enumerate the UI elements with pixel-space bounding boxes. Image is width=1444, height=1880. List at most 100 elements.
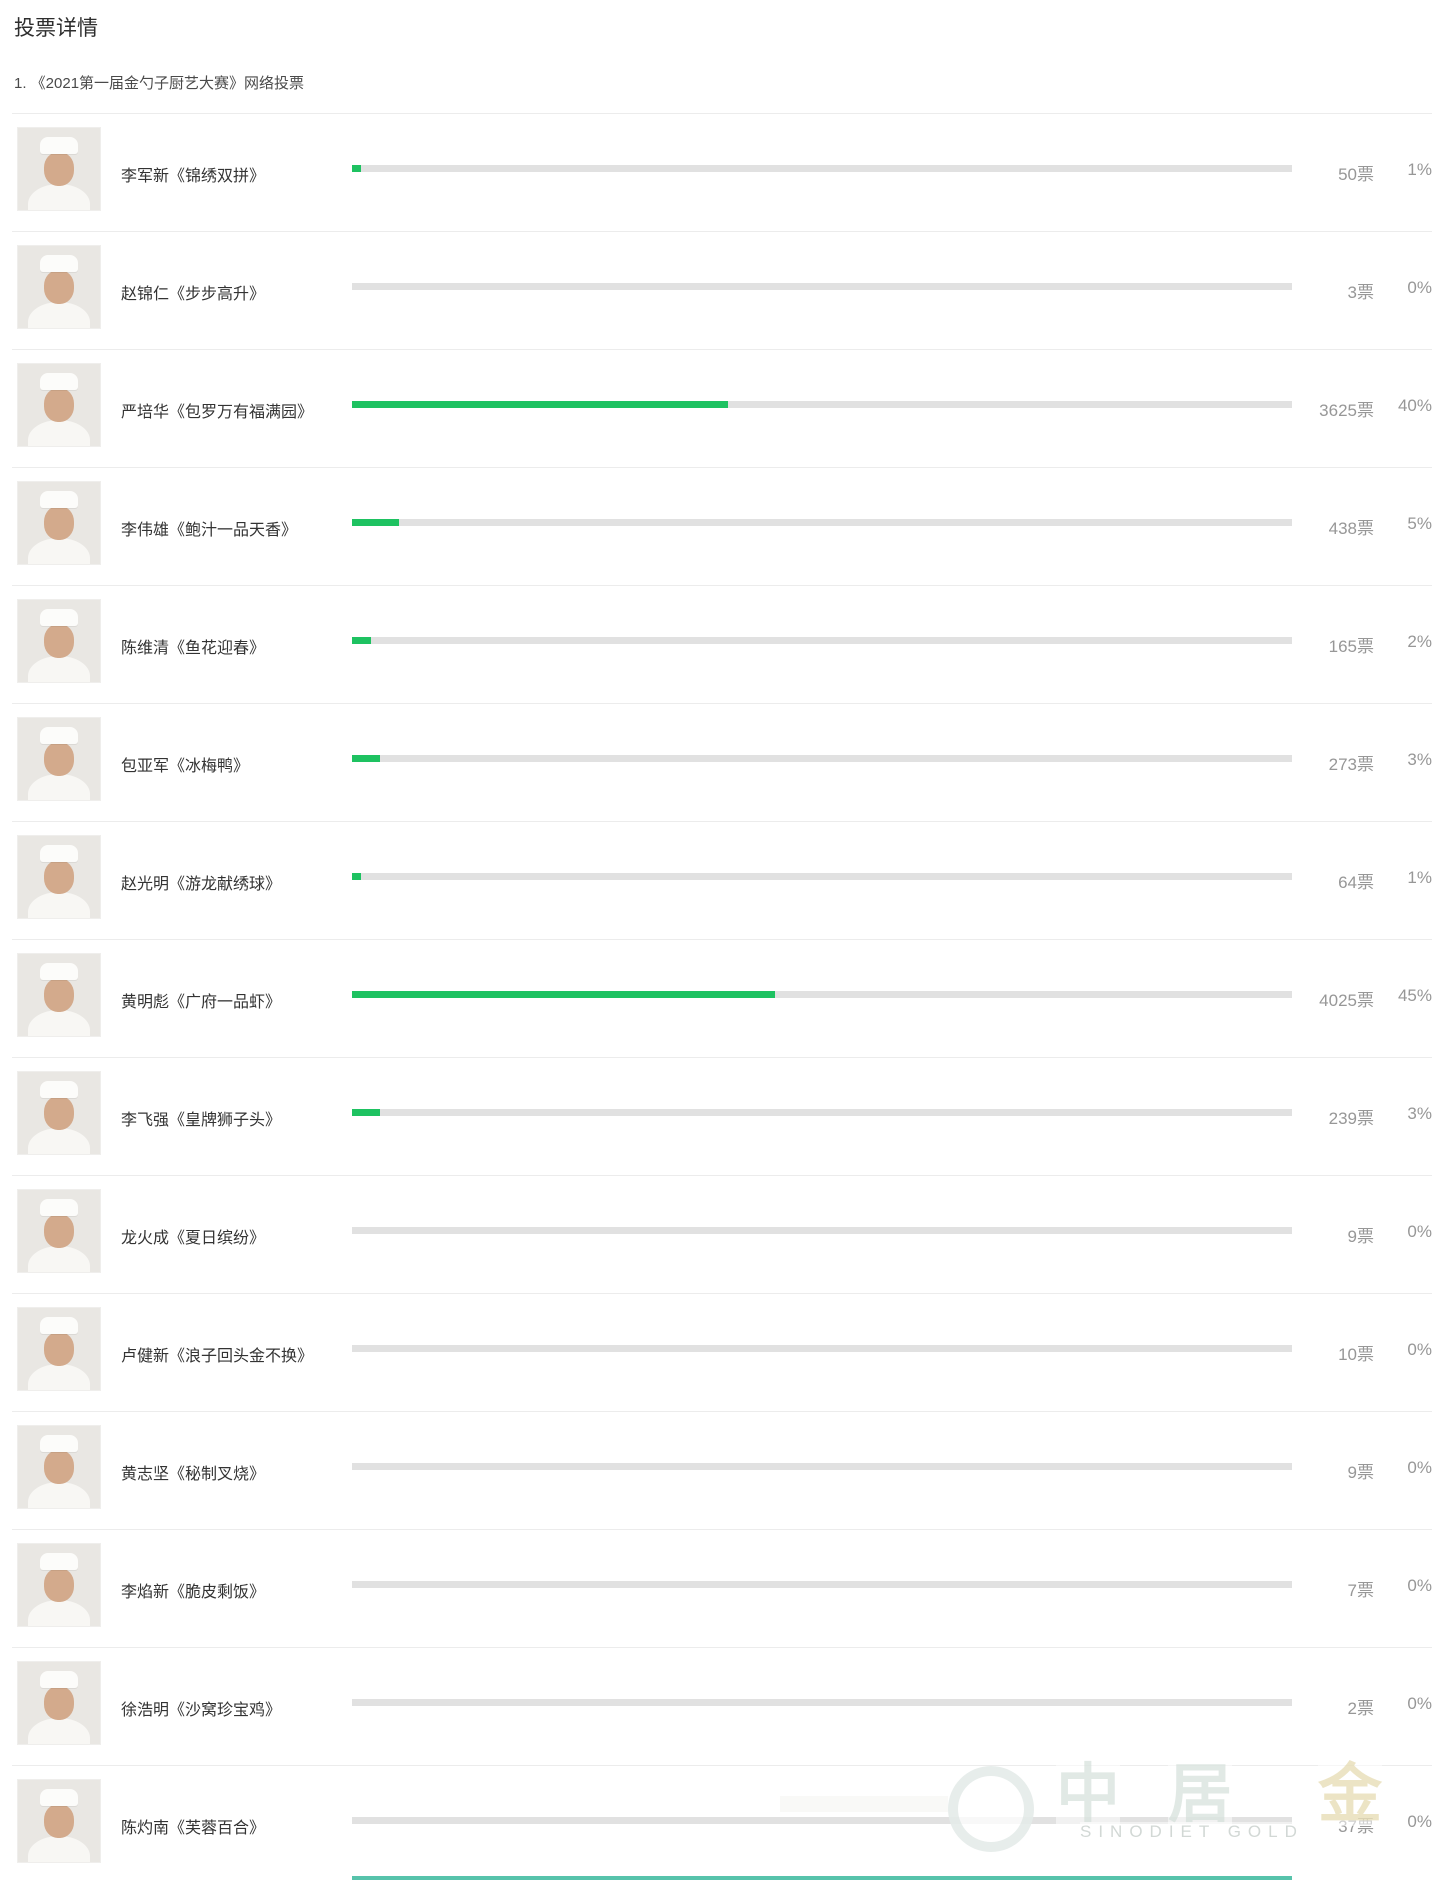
vote-percent: 5% <box>1407 514 1432 533</box>
chef-face-shape <box>44 1686 74 1720</box>
candidate-name: 李军新《锦绣双拼》 <box>121 168 266 185</box>
candidate-name: 赵锦仁《步步高升》 <box>121 286 266 303</box>
candidate-row: 李伟雄《鲍汁一品天香》 438票 5% <box>12 468 1432 586</box>
poll-subtitle: 1. 《2021第一届金勺子厨艺大赛》网络投票 <box>14 75 305 92</box>
vote-bar-fill <box>352 873 362 880</box>
candidate-row: 卢健新《浪子回头金不换》 10票 0% <box>12 1294 1432 1412</box>
vote-bar-fill <box>352 755 381 762</box>
candidate-name: 陈灼南《芙蓉百合》 <box>121 1820 266 1837</box>
candidate-name: 严培华《包罗万有福满园》 <box>121 404 314 421</box>
vote-bar-track <box>352 283 1292 290</box>
vote-percent: 2% <box>1407 632 1432 651</box>
chef-hat-icon <box>40 137 78 154</box>
chef-uniform-shape <box>28 538 90 564</box>
chef-hat-icon <box>40 491 78 508</box>
chef-photo <box>17 835 101 919</box>
vote-count: 10票 <box>1338 1345 1374 1364</box>
chef-photo <box>17 127 101 211</box>
chef-face-shape <box>44 1332 74 1366</box>
chef-hat-icon <box>40 1789 78 1806</box>
vote-bar-fill <box>352 991 775 998</box>
chef-photo <box>17 1543 101 1627</box>
chef-uniform-shape <box>28 1246 90 1272</box>
vote-percent: 45% <box>1397 986 1432 1005</box>
vote-count: 3625票 <box>1319 401 1374 420</box>
candidate-name: 李飞强《皇牌狮子头》 <box>121 1112 282 1129</box>
candidate-name: 陈维清《鱼花迎春》 <box>121 640 266 657</box>
vote-percent: 1% <box>1407 868 1432 887</box>
chef-face-shape <box>44 270 74 304</box>
vote-percent: 0% <box>1407 1458 1432 1477</box>
chef-uniform-shape <box>28 1364 90 1390</box>
vote-percent: 3% <box>1407 750 1432 769</box>
candidate-row: 严培华《包罗万有福满园》 3625票 40% <box>12 350 1432 468</box>
candidate-row: 徐浩明《沙窝珍宝鸡》 2票 0% <box>12 1648 1432 1766</box>
vote-bar-track <box>352 1817 1292 1824</box>
chef-uniform-shape <box>28 1600 90 1626</box>
candidate-row: 赵光明《游龙献绣球》 64票 1% <box>12 822 1432 940</box>
chef-uniform-shape <box>28 774 90 800</box>
candidate-row: 李军新《锦绣双拼》 50票 1% <box>12 114 1432 232</box>
vote-count: 438票 <box>1328 519 1374 538</box>
chef-hat-icon <box>40 727 78 744</box>
vote-count: 7票 <box>1347 1581 1374 1600</box>
chef-hat-icon <box>40 1081 78 1098</box>
chef-uniform-shape <box>28 302 90 328</box>
vote-bar-fill <box>352 637 371 644</box>
chef-hat-icon <box>40 1671 78 1688</box>
chef-hat-icon <box>40 963 78 980</box>
candidate-name: 黄志坚《秘制叉烧》 <box>121 1466 266 1483</box>
vote-bar-track <box>352 1699 1292 1706</box>
candidate-row: 陈灼南《芙蓉百合》 37票 0% <box>12 1766 1432 1880</box>
chef-uniform-shape <box>28 656 90 682</box>
candidate-name: 李焰新《脆皮剩饭》 <box>121 1584 266 1601</box>
vote-percent: 1% <box>1407 160 1432 179</box>
vote-bar-track <box>352 519 1292 526</box>
vote-count: 273票 <box>1328 755 1374 774</box>
vote-bar-track <box>352 1345 1292 1352</box>
vote-bar-track <box>352 755 1292 762</box>
chef-hat-icon <box>40 845 78 862</box>
chef-face-shape <box>44 506 74 540</box>
candidate-row: 李焰新《脆皮剩饭》 7票 0% <box>12 1530 1432 1648</box>
candidate-name: 卢健新《浪子回头金不换》 <box>121 1348 314 1365</box>
candidate-row: 赵锦仁《步步高升》 3票 0% <box>12 232 1432 350</box>
chef-photo <box>17 717 101 801</box>
vote-count: 239票 <box>1328 1109 1374 1128</box>
vote-bar-track <box>352 873 1292 880</box>
chef-uniform-shape <box>28 1718 90 1744</box>
vote-bar-track <box>352 401 1292 408</box>
vote-count: 9票 <box>1347 1463 1374 1482</box>
chef-photo <box>17 1779 101 1863</box>
chef-uniform-shape <box>28 184 90 210</box>
chef-photo <box>17 481 101 565</box>
chef-hat-icon <box>40 1553 78 1570</box>
chef-uniform-shape <box>28 892 90 918</box>
candidate-row: 黄志坚《秘制叉烧》 9票 0% <box>12 1412 1432 1530</box>
vote-bar-track <box>352 165 1292 172</box>
vote-percent: 0% <box>1407 1694 1432 1713</box>
vote-count: 3票 <box>1347 283 1374 302</box>
chef-face-shape <box>44 1804 74 1838</box>
chef-hat-icon <box>40 255 78 272</box>
chef-uniform-shape <box>28 1128 90 1154</box>
vote-bar-track <box>352 637 1292 644</box>
bottom-partial-bar <box>352 1876 1292 1880</box>
vote-count: 165票 <box>1328 637 1374 656</box>
vote-percent: 0% <box>1407 278 1432 297</box>
chef-photo <box>17 1425 101 1509</box>
candidate-name: 包亚军《冰梅鸭》 <box>121 758 250 775</box>
chef-face-shape <box>44 1096 74 1130</box>
chef-face-shape <box>44 742 74 776</box>
candidate-row: 龙火成《夏日缤纷》 9票 0% <box>12 1176 1432 1294</box>
chef-uniform-shape <box>28 1836 90 1862</box>
page-title: 投票详情 <box>14 17 98 40</box>
candidate-row: 包亚军《冰梅鸭》 273票 3% <box>12 704 1432 822</box>
chef-photo <box>17 245 101 329</box>
chef-photo <box>17 363 101 447</box>
candidate-row: 陈维清《鱼花迎春》 165票 2% <box>12 586 1432 704</box>
chef-photo <box>17 1189 101 1273</box>
chef-photo <box>17 1307 101 1391</box>
vote-bar-track <box>352 1109 1292 1116</box>
